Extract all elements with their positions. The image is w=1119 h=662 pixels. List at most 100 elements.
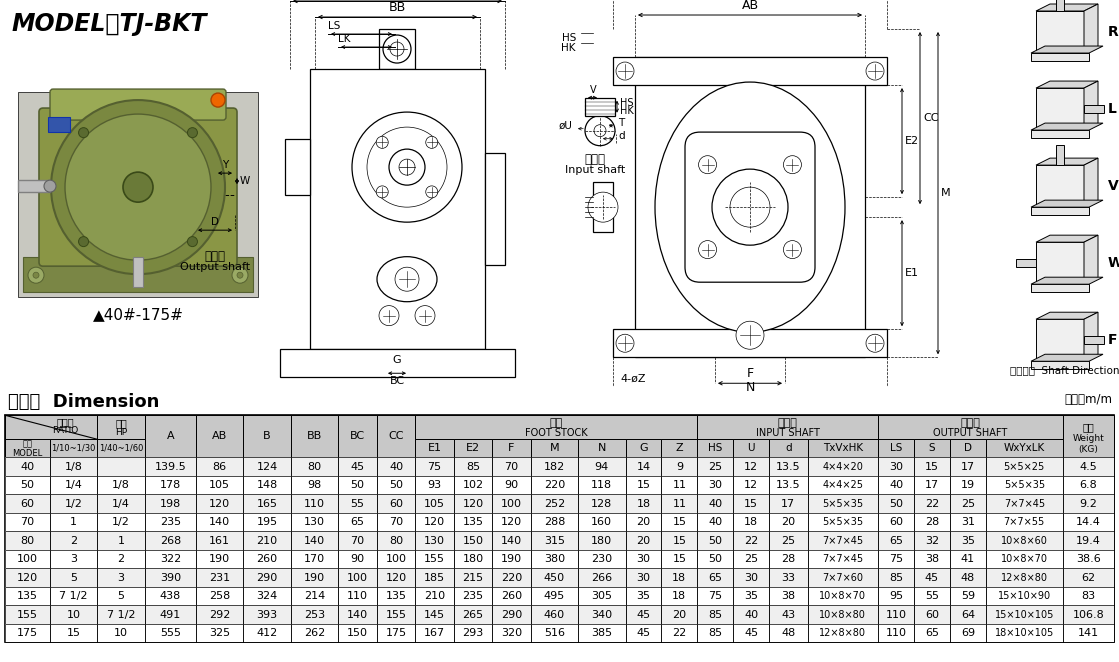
Text: 7×7×60: 7×7×60	[822, 573, 864, 583]
Bar	[1031, 130, 1089, 138]
Bar	[377, 476, 415, 495]
Bar	[808, 624, 878, 642]
Text: 10×8×70: 10×8×70	[819, 591, 866, 601]
Bar	[244, 495, 291, 513]
Text: 210: 210	[424, 591, 445, 601]
Bar	[338, 476, 377, 495]
Text: 60: 60	[925, 610, 939, 620]
Bar	[986, 587, 1063, 605]
Circle shape	[51, 100, 225, 274]
Bar	[733, 568, 769, 587]
Text: 150: 150	[462, 536, 483, 545]
Text: 1/10~1/30: 1/10~1/30	[51, 444, 96, 453]
Text: 135: 135	[462, 517, 483, 527]
Bar	[50, 568, 97, 587]
Bar	[492, 568, 530, 587]
Bar	[97, 549, 144, 568]
Bar	[986, 532, 1063, 549]
Circle shape	[207, 187, 223, 203]
Bar	[291, 457, 338, 476]
Polygon shape	[1036, 312, 1098, 319]
Text: 45: 45	[637, 628, 650, 638]
Text: 106.8: 106.8	[1072, 610, 1104, 620]
Text: 15: 15	[673, 517, 686, 527]
Bar	[914, 568, 950, 587]
Bar	[338, 624, 377, 642]
Text: 155: 155	[424, 554, 445, 564]
Bar	[914, 495, 950, 513]
Text: 65: 65	[890, 536, 903, 545]
Bar	[914, 532, 950, 549]
Text: 265: 265	[462, 610, 483, 620]
Text: 235: 235	[462, 591, 483, 601]
Text: 22: 22	[924, 498, 939, 508]
Text: 40: 40	[708, 498, 723, 508]
Text: 7×7×55: 7×7×55	[1004, 517, 1045, 527]
Text: øU: øU	[558, 120, 572, 130]
Text: 重量: 重量	[1082, 422, 1094, 432]
Text: 438: 438	[160, 591, 181, 601]
Bar	[50, 440, 97, 457]
Text: 25: 25	[961, 498, 975, 508]
Bar	[492, 495, 530, 513]
Text: 62: 62	[1081, 573, 1096, 583]
Circle shape	[211, 93, 225, 107]
Text: R: R	[1108, 25, 1119, 39]
Text: 7×7×45: 7×7×45	[822, 536, 864, 545]
Circle shape	[415, 306, 435, 326]
Bar	[377, 532, 415, 549]
Bar	[593, 182, 613, 232]
Bar	[986, 457, 1063, 476]
Bar	[492, 587, 530, 605]
Text: 110: 110	[885, 628, 906, 638]
Bar	[4, 495, 1115, 513]
Text: 4×4×25: 4×4×25	[822, 480, 864, 490]
Bar	[1036, 11, 1084, 53]
Bar	[914, 587, 950, 605]
Text: 491: 491	[160, 610, 181, 620]
Bar	[97, 495, 144, 513]
Text: 40: 40	[20, 461, 35, 471]
Text: BB: BB	[307, 431, 322, 442]
Text: 262: 262	[304, 628, 326, 638]
Text: B: B	[263, 431, 271, 442]
Text: 180: 180	[591, 536, 612, 545]
Polygon shape	[1036, 235, 1098, 242]
Text: 315: 315	[544, 536, 565, 545]
Text: 385: 385	[591, 628, 612, 638]
Bar	[579, 532, 626, 549]
Bar	[579, 568, 626, 587]
Circle shape	[395, 267, 419, 291]
Text: 130: 130	[304, 517, 326, 527]
Bar	[196, 495, 244, 513]
Bar	[379, 29, 415, 69]
Text: 20: 20	[637, 517, 650, 527]
Text: 22: 22	[744, 536, 759, 545]
Text: 140: 140	[501, 536, 521, 545]
Text: 161: 161	[209, 536, 231, 545]
Bar	[280, 350, 515, 377]
Text: 85: 85	[888, 573, 903, 583]
Bar	[244, 457, 291, 476]
Bar	[878, 495, 914, 513]
Text: RATIO: RATIO	[51, 426, 78, 435]
Bar	[338, 415, 377, 457]
Bar	[579, 549, 626, 568]
Bar	[986, 476, 1063, 495]
Bar	[769, 513, 808, 532]
Text: 出力軸: 出力軸	[960, 418, 980, 428]
Bar	[634, 57, 865, 357]
Text: 100: 100	[17, 554, 38, 564]
Circle shape	[712, 169, 788, 245]
Bar	[4, 513, 1115, 532]
Circle shape	[367, 127, 446, 207]
Bar	[97, 605, 144, 624]
Bar	[196, 513, 244, 532]
Bar	[97, 587, 144, 605]
Text: 12: 12	[744, 461, 759, 471]
Bar	[914, 605, 950, 624]
Circle shape	[736, 321, 764, 350]
Text: HS: HS	[620, 98, 633, 108]
Text: 324: 324	[256, 591, 278, 601]
Text: MODEL：TJ-BKT: MODEL：TJ-BKT	[12, 12, 207, 36]
